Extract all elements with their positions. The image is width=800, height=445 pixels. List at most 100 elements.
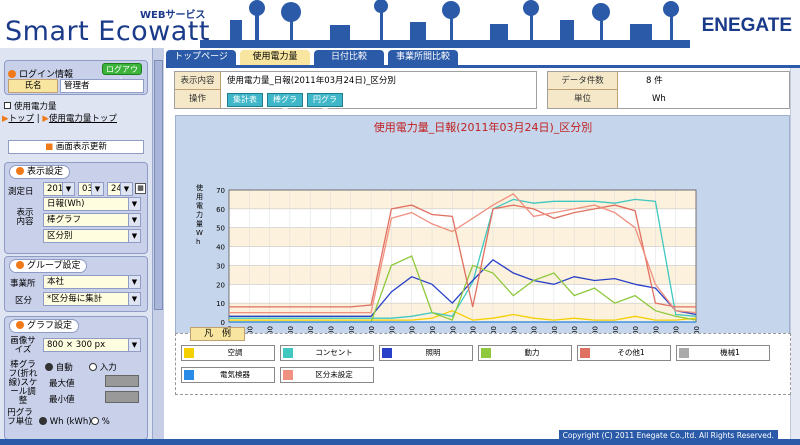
login-panel: ログイン情報 ログアウト 氏名 管理者 bbox=[4, 60, 148, 95]
legend-swatch bbox=[184, 370, 194, 380]
y-tick-label: 20 bbox=[216, 281, 225, 289]
tab-date-compare[interactable]: 日付比較 bbox=[314, 50, 384, 66]
series-line bbox=[229, 198, 697, 319]
y-tick-label: 60 bbox=[216, 206, 225, 214]
tab-site-compare[interactable]: 事業所間比較 bbox=[388, 50, 458, 66]
city-silhouette-icon bbox=[200, 0, 690, 48]
auto-radio[interactable]: 自動 bbox=[45, 361, 73, 373]
grid-band bbox=[229, 303, 696, 322]
line-chart: 使用電力量_日報(2011年03月24日)_区分別 0 10 20 30 40 50 60 7… bbox=[196, 120, 708, 359]
data-count-panel: データ件数 8 件 単位 Wh bbox=[547, 71, 790, 109]
breadcrumb-usage[interactable]: 使用電力量トップ bbox=[48, 114, 117, 124]
input-radio[interactable]: 入力 bbox=[89, 361, 117, 373]
chevron-down-icon: ▼ bbox=[91, 183, 103, 195]
max-label: 最大値 bbox=[49, 379, 75, 389]
grid-band bbox=[229, 190, 696, 209]
series-line bbox=[229, 192, 697, 314]
legend-label: 機械1 bbox=[720, 348, 740, 357]
graph-type-select[interactable]: 棒グラフ ▼ bbox=[43, 213, 141, 227]
category-select[interactable]: 区分別 ▼ bbox=[43, 229, 141, 243]
max-input[interactable] bbox=[105, 375, 139, 387]
bullet-icon bbox=[8, 70, 16, 78]
legend-label: その他1 bbox=[617, 348, 645, 357]
site-label: 事業所 bbox=[10, 279, 36, 289]
legend-swatch bbox=[184, 348, 194, 358]
percent-radio[interactable]: % bbox=[91, 417, 110, 427]
legend-item: コンセント bbox=[280, 345, 374, 361]
chevron-down-icon: ▼ bbox=[120, 183, 132, 195]
min-label: 最小値 bbox=[49, 395, 75, 405]
year-select[interactable]: 2011 ▼ bbox=[43, 182, 75, 196]
chart-container: 使用電力量_日報(2011年03月24日)_区分別 0 10 20 30 40 50 60 7… bbox=[175, 115, 790, 370]
login-title: ログイン情報 bbox=[8, 67, 73, 80]
brand-logo: ENEGATE bbox=[701, 15, 792, 36]
chart-title: 使用電力量_日報(2011年03月24日)_区分別 bbox=[374, 120, 593, 134]
arrow-icon: ▶ bbox=[2, 114, 9, 124]
name-label: 氏名 bbox=[8, 79, 58, 93]
content-label: 表示内容 bbox=[16, 208, 34, 227]
copyright: Copyright (C) 2011 Enegate Co.,ltd. All … bbox=[558, 430, 778, 442]
y-tick-label: 40 bbox=[216, 244, 225, 252]
tab-top-page[interactable]: トップページ bbox=[166, 50, 236, 66]
legend-swatch bbox=[679, 348, 689, 358]
legend-swatch bbox=[283, 348, 293, 358]
service-label: WEBサービス bbox=[140, 10, 206, 21]
size-select[interactable]: 800 × 300 px ▼ bbox=[43, 338, 141, 352]
group-settings-panel: グループ設定 事業所 本社 ▼ 区分 *区分毎に集計 ▼ bbox=[4, 256, 148, 312]
count-value: 8 件 bbox=[646, 76, 663, 86]
sidebar-scrollbar[interactable] bbox=[152, 48, 164, 439]
y-tick-label: 0 bbox=[221, 319, 225, 327]
legend-swatch bbox=[283, 370, 293, 380]
day-select[interactable]: 24 ▼ bbox=[107, 182, 133, 196]
refresh-button[interactable]: ■ 画面表示更新 bbox=[8, 140, 144, 154]
summary-table-button[interactable]: 集計表 bbox=[227, 93, 263, 107]
report-type-select[interactable]: 日報(Wh) ▼ bbox=[43, 197, 141, 211]
footer-bar bbox=[0, 439, 800, 445]
month-select[interactable]: 03 ▼ bbox=[78, 182, 104, 196]
legend-label: 電気検器 bbox=[220, 370, 250, 379]
pie-unit-label: 円グラフ単位 bbox=[7, 408, 33, 427]
legend-swatch bbox=[580, 348, 590, 358]
bar-graph-button[interactable]: 棒グラフ bbox=[267, 93, 303, 116]
unit-value: Wh bbox=[652, 94, 666, 104]
legend-title: 凡 例 bbox=[190, 327, 245, 341]
wh-radio[interactable]: Wh (kWh) bbox=[39, 417, 92, 427]
tab-divider bbox=[166, 65, 800, 68]
main-content: トップページ 使用電力量 日付比較 事業所間比較 表示内容 使用電力量_日報(2… bbox=[166, 48, 800, 439]
y-tick-label: 70 bbox=[216, 187, 225, 195]
header: WEBサービス Smart Ecowatt ENEGATE bbox=[0, 0, 800, 48]
scroll-thumb[interactable] bbox=[154, 60, 163, 310]
division-select[interactable]: *区分毎に集計 ▼ bbox=[43, 292, 141, 306]
series-line bbox=[229, 309, 697, 321]
legend-item: 電気検器 bbox=[181, 367, 275, 383]
legend-item: 動力 bbox=[478, 345, 572, 361]
y-tick-label: 30 bbox=[216, 262, 225, 270]
legend-label: 動力 bbox=[524, 348, 540, 357]
app-logo: Smart Ecowatt bbox=[5, 16, 210, 47]
pie-graph-button[interactable]: 円グラフ bbox=[307, 93, 343, 116]
legend-item: その他1 bbox=[577, 345, 671, 361]
legend-label: 照明 bbox=[425, 348, 441, 357]
info-panel: 表示内容 使用電力量_日報(2011年03月24日)_区分別 操作 集計表 棒グ… bbox=[174, 71, 537, 116]
legend-swatch bbox=[481, 348, 491, 358]
graph-settings-panel: グラフ設定 画像サイズ 800 × 300 px ▼ 棒グラフ(折れ線)スケール調… bbox=[4, 316, 148, 439]
series-line bbox=[229, 204, 696, 308]
legend-item: 機械1 bbox=[676, 345, 770, 361]
tab-usage[interactable]: 使用電力量 bbox=[240, 50, 310, 66]
breadcrumb-top[interactable]: トップ bbox=[8, 114, 35, 124]
display-settings-panel: 表示設定 測定日 2011 ▼ 03 ▼ 24 ▼ ▦ 表示内容 日報(Wh) ▼ 棒グ… bbox=[4, 162, 148, 254]
legend-item: 区分未設定 bbox=[280, 367, 374, 383]
section-heading: 使用電力量 bbox=[4, 100, 57, 112]
site-select[interactable]: 本社 ▼ bbox=[43, 275, 141, 289]
operation-label: 操作 bbox=[175, 90, 221, 108]
legend-label: コンセント bbox=[315, 348, 353, 357]
unit-label: 単位 bbox=[548, 90, 618, 108]
logout-button[interactable]: ログアウト bbox=[102, 63, 142, 85]
main-scrollbar[interactable] bbox=[790, 68, 800, 439]
min-input[interactable] bbox=[105, 391, 139, 403]
display-settings-title: 表示設定 bbox=[9, 165, 71, 179]
calendar-icon[interactable]: ▦ bbox=[135, 183, 146, 194]
y-tick-label: 10 bbox=[216, 300, 225, 308]
legend: 凡 例 空調 コンセント 照明 動力 その他1 機械1 電気検器 区分未設定 bbox=[175, 327, 791, 395]
